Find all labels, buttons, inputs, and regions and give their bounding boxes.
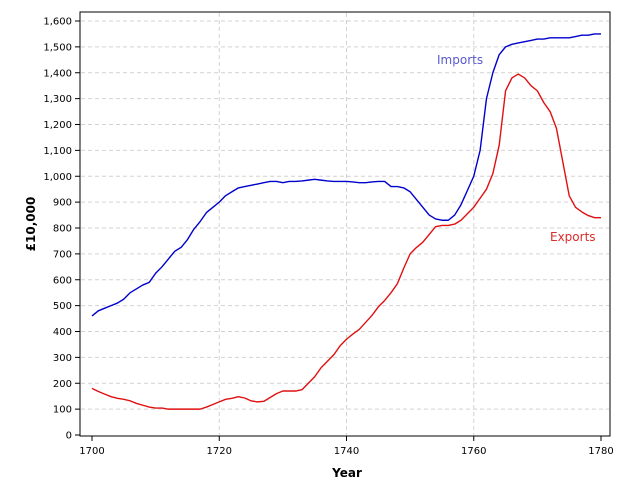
y-tick-label: 400 [53,327,72,338]
y-tick-label: 500 [53,301,72,312]
y-axis-title: £10,000 [24,197,38,252]
y-tick-label: 1,200 [43,120,72,131]
x-tick-label: 1700 [79,446,104,457]
axes: 0 100 200 300 400 500 600 700 800 900 1,000 1,100 1,… [43,17,613,458]
y-tick-label: 700 [53,249,72,260]
y-tick-label: 0 [66,431,72,442]
x-tick-label: 1760 [461,446,486,457]
x-tick-label: 1780 [588,446,613,457]
series-label-exports: Exports [550,230,596,244]
series-lines [91,33,601,410]
y-tick-label: 900 [53,198,72,209]
y-tick-label: 1,000 [43,172,72,183]
y-tick-label: 600 [53,275,72,286]
y-tick-label: 100 [53,405,72,416]
y-tick-label: 300 [53,353,72,364]
plot-frame [79,11,611,437]
x-tick-label: 1720 [207,446,232,457]
y-tick-label: 1,600 [43,17,72,28]
gridlines [81,13,609,435]
series-line-exports [91,73,601,410]
y-tick-label: 1,500 [43,42,72,53]
series-line-imports [91,33,601,317]
y-tick-label: 200 [53,379,72,390]
y-tick-label: 1,100 [43,146,72,157]
x-tick-label: 1740 [334,446,359,457]
series-label-imports: Imports [437,53,483,67]
x-axis-title: Year [331,466,362,480]
y-tick-label: 1,300 [43,94,72,105]
y-tick-label: 1,400 [43,68,72,79]
y-tick-label: 800 [53,224,72,235]
